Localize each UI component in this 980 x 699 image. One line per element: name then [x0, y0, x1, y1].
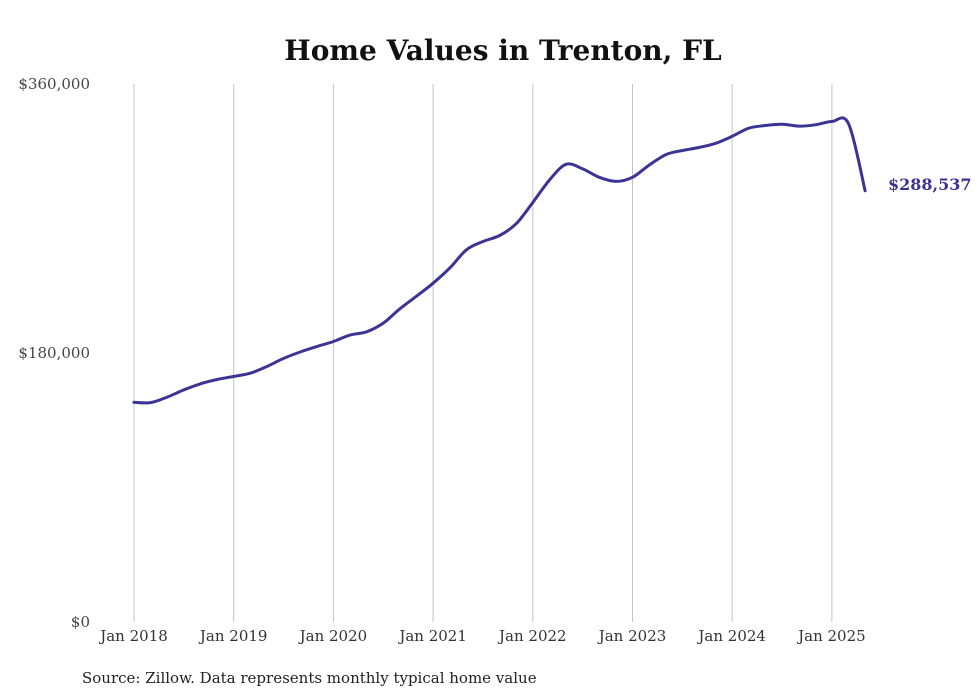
- x-tick-label: Jan 2022: [497, 627, 567, 645]
- data-point: [681, 149, 683, 151]
- data-point: [282, 357, 284, 359]
- data-point: [565, 163, 567, 165]
- data-point: [399, 308, 401, 310]
- data-point: [365, 331, 367, 333]
- data-point: [183, 389, 185, 391]
- data-point: [598, 176, 600, 178]
- data-point: [665, 154, 667, 156]
- data-point: [199, 383, 201, 385]
- data-point: [748, 127, 750, 129]
- chart-title: Home Values in Trenton, FL: [284, 34, 722, 67]
- x-tick-label: Jan 2020: [298, 627, 368, 645]
- x-tick-label: Jan 2025: [796, 627, 866, 645]
- data-point: [266, 365, 268, 367]
- x-tick-label: Jan 2023: [597, 627, 667, 645]
- data-point: [648, 164, 650, 166]
- data-point: [432, 282, 434, 284]
- data-point: [831, 120, 833, 122]
- data-point: [332, 340, 334, 342]
- x-tick-label: Jan 2021: [397, 627, 467, 645]
- data-point: [316, 345, 318, 347]
- grid-lines: [133, 84, 833, 622]
- data-point: [631, 176, 633, 178]
- latest-value-label: $288,537: [888, 175, 972, 194]
- data-point: [482, 240, 484, 242]
- data-point: [781, 123, 783, 125]
- x-tick-label: Jan 2019: [198, 627, 268, 645]
- data-point: [582, 168, 584, 170]
- y-tick-label: $360,000: [18, 75, 90, 93]
- data-point: [714, 142, 716, 144]
- data-point: [532, 201, 534, 203]
- data-point: [249, 372, 251, 374]
- y-tick-label: $0: [71, 613, 90, 631]
- data-point: [465, 249, 467, 251]
- data-point: [149, 401, 151, 403]
- data-point: [698, 146, 700, 148]
- data-point: [415, 295, 417, 297]
- data-point: [864, 190, 866, 192]
- data-point: [382, 322, 384, 324]
- data-point: [498, 234, 500, 236]
- data-point: [133, 401, 135, 403]
- data-point: [233, 375, 235, 377]
- x-tick-label: Jan 2018: [98, 627, 168, 645]
- data-point: [349, 334, 351, 336]
- data-point: [299, 351, 301, 353]
- data-point: [847, 122, 849, 124]
- data-point: [764, 124, 766, 126]
- data-point: [615, 180, 617, 182]
- data-point: [731, 135, 733, 137]
- y-tick-label: $180,000: [18, 344, 90, 362]
- home-value-line: [132, 116, 867, 405]
- data-point: [798, 125, 800, 127]
- source-note: Source: Zillow. Data represents monthly …: [82, 669, 537, 687]
- x-axis: Jan 2018 Jan 2019 Jan 2020 Jan 2021 Jan 2022…: [98, 627, 865, 645]
- data-points: [133, 120, 867, 404]
- data-point: [216, 378, 218, 380]
- data-point: [166, 396, 168, 398]
- data-point: [548, 179, 550, 181]
- data-point: [515, 223, 517, 225]
- data-point: [814, 124, 816, 126]
- y-axis: $0 $180,000 $360,000: [18, 75, 90, 631]
- x-tick-label: Jan 2024: [696, 627, 766, 645]
- data-point: [449, 267, 451, 269]
